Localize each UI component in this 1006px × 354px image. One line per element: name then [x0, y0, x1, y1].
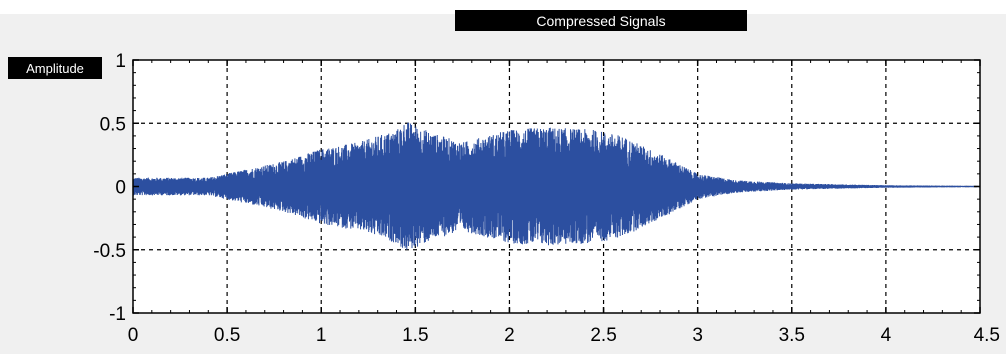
x-tick-label: 0	[128, 325, 139, 346]
x-tick-label: 1.5	[402, 325, 428, 346]
y-tick-label: -1	[109, 304, 126, 325]
y-tick-label: 0	[115, 178, 126, 199]
tick-marks	[132, 59, 981, 314]
x-tick-label: 3.5	[779, 325, 805, 346]
y-tick-label: 0.5	[100, 114, 126, 135]
y-axis-label: Amplitude	[8, 57, 102, 79]
x-tick-label: 2.5	[590, 325, 616, 346]
tick-labels: 0 0.5 1 1.5 2 2.5 3 3.5 4 4.5 1 0.5 0 -0.5 -1	[93, 51, 1000, 346]
x-tick-label: 2	[504, 325, 515, 346]
x-tick-label: 4.5	[974, 325, 1000, 346]
x-tick-label: 3	[692, 325, 703, 346]
y-tick-label: -0.5	[93, 241, 126, 262]
chart-title: Compressed Signals	[455, 10, 747, 31]
x-tick-label: 0.5	[214, 325, 240, 346]
x-tick-label: 4	[881, 325, 892, 346]
x-tick-label: 1	[316, 325, 327, 346]
signal-series	[132, 122, 981, 250]
y-tick-label: 1	[115, 51, 126, 72]
